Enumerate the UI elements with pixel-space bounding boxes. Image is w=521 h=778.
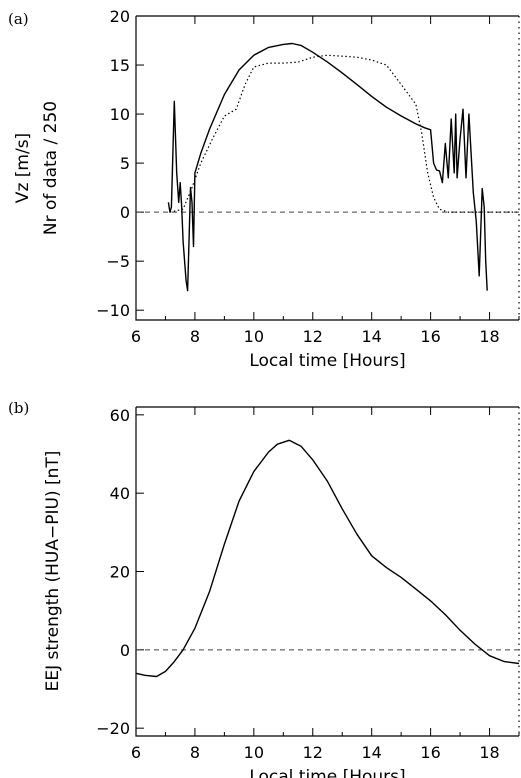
x-tick-label: 10 xyxy=(244,327,264,346)
x-tick-label: 12 xyxy=(303,327,323,346)
x-tick-label: 8 xyxy=(190,327,200,346)
x-tick-label: 12 xyxy=(303,743,323,762)
x-tick-label: 18 xyxy=(479,327,499,346)
panel-letter: (a) xyxy=(8,10,29,28)
y-tick-label: 0 xyxy=(120,641,130,660)
x-tick-label: 6 xyxy=(131,743,141,762)
series-line-dotted xyxy=(169,54,519,213)
x-tick-label: 16 xyxy=(420,327,440,346)
panel-a: (a) 6 8 10 12 14 16 18 −10 −5 0 5 10 15 20 Local time [… xyxy=(8,7,520,371)
y-tick-label: −5 xyxy=(106,252,130,271)
series-line-solid xyxy=(135,439,520,678)
y-tick-label: 0 xyxy=(120,203,130,222)
x-axis-title: Local time [Hours] xyxy=(249,351,405,371)
x-axis-title: Local time [Hours] xyxy=(249,767,405,778)
x-tick-label: 14 xyxy=(362,743,382,762)
x-tick-label: 6 xyxy=(131,327,141,346)
y-tick-label: 5 xyxy=(120,154,130,173)
y-tick-label: 10 xyxy=(110,105,130,124)
y-tick-label: 15 xyxy=(110,56,130,75)
y-tick-label: −20 xyxy=(96,719,130,738)
y-tick-label: −10 xyxy=(96,301,130,320)
series-line-solid xyxy=(167,42,488,292)
y-axis-title: Vz [m/s] xyxy=(13,133,33,203)
x-tick-label: 18 xyxy=(479,743,499,762)
y-axis-title: Nr of data / 250 xyxy=(41,101,61,235)
x-tick-label: 16 xyxy=(420,743,440,762)
y-axis-title: EEJ strength (HUA−PIU) [nT] xyxy=(43,451,63,692)
x-tick-label: 8 xyxy=(190,743,200,762)
y-tick-label: 40 xyxy=(110,484,130,503)
plot-frame xyxy=(135,407,519,737)
y-tick-label: 20 xyxy=(110,7,130,26)
y-tick-label: 60 xyxy=(110,406,130,425)
x-tick-label: 14 xyxy=(362,327,382,346)
panel-letter: (b) xyxy=(8,399,29,417)
x-tick-label: 10 xyxy=(244,743,264,762)
y-tick-label: 20 xyxy=(110,563,130,582)
panel-b: (b) 6 8 10 12 14 16 18 −20 0 20 40 60 Local time [Hou… xyxy=(8,399,520,778)
